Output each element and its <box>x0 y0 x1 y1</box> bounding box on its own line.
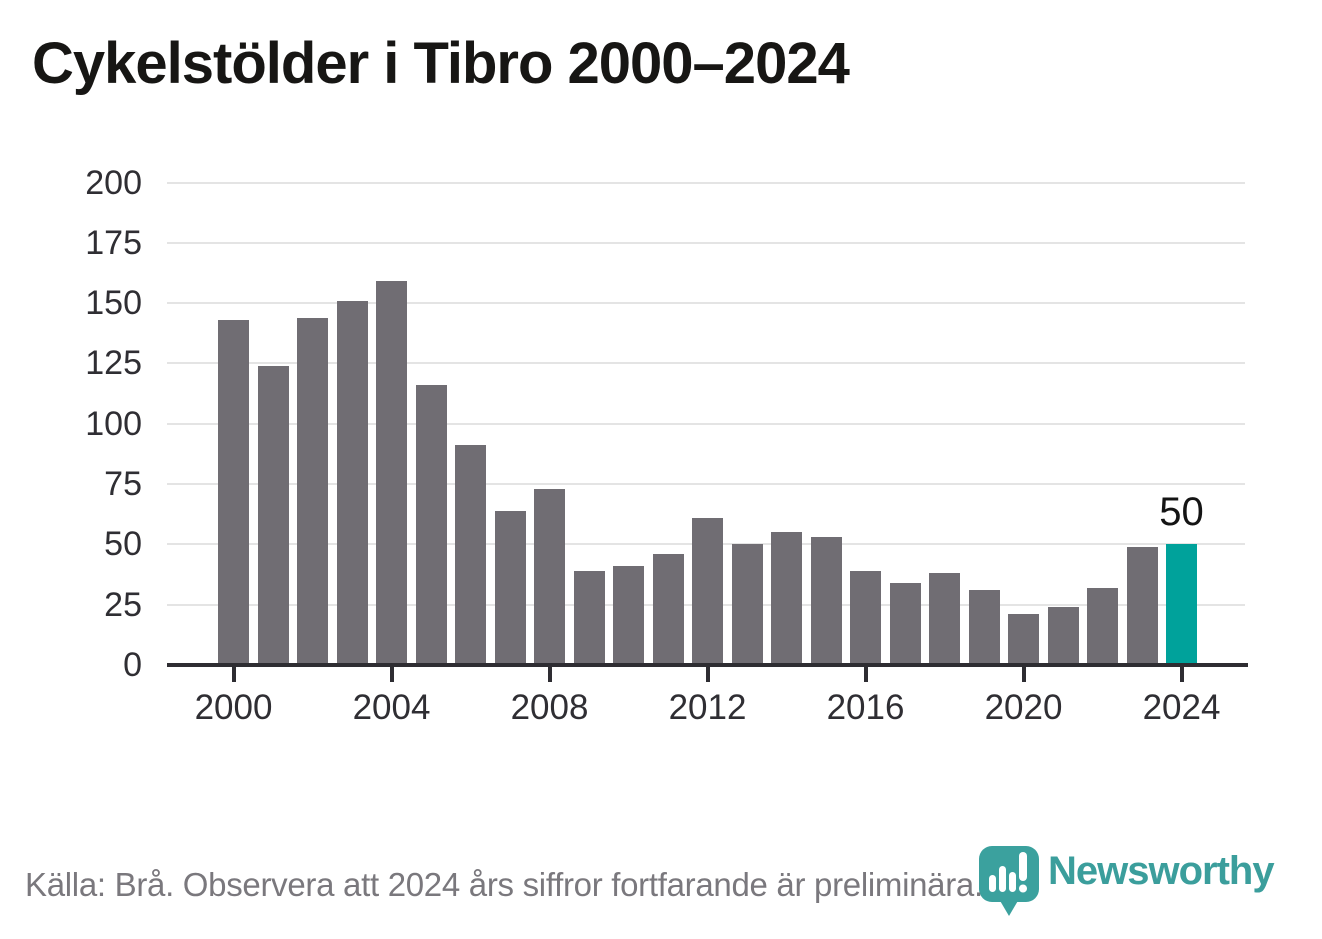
bar-2018 <box>929 573 960 665</box>
bar-2012 <box>692 517 723 665</box>
bar-2002 <box>297 317 328 665</box>
bar-2010 <box>613 566 644 665</box>
x-tick-2008 <box>547 667 552 682</box>
y-gridline-100 <box>167 422 1245 425</box>
bar-2008 <box>534 488 565 665</box>
newsworthy-wordmark: Newsworthy <box>1048 849 1275 893</box>
bar-2013 <box>731 544 763 665</box>
bar-2000 <box>218 320 249 665</box>
bar-2009 <box>573 570 605 665</box>
x-tick-2012 <box>705 667 710 682</box>
x-axis-label-2012: 2012 <box>668 688 747 727</box>
y-axis-label-75: 75 <box>104 465 142 504</box>
y-axis-label-50: 50 <box>104 525 142 564</box>
y-axis-label-125: 125 <box>85 344 142 383</box>
y-axis-label-175: 175 <box>85 223 142 262</box>
x-axis-label-2020: 2020 <box>984 688 1063 727</box>
y-gridline-125 <box>167 362 1245 365</box>
y-gridline-175 <box>167 241 1245 244</box>
x-axis-label-2008: 2008 <box>510 688 589 727</box>
newsworthy-logo-icon <box>978 845 1040 924</box>
y-gridline-150 <box>167 302 1245 305</box>
bar-2003 <box>336 300 368 665</box>
x-axis-label-2000: 2000 <box>194 688 273 727</box>
y-axis-label-100: 100 <box>85 404 142 443</box>
y-axis-label-25: 25 <box>104 585 142 624</box>
chart-title: Cykelstölder i Tibro 2000–2024 <box>32 31 850 96</box>
y-gridline-75 <box>167 483 1245 486</box>
bar-2006 <box>455 445 486 665</box>
bar-2022 <box>1087 587 1118 665</box>
x-tick-2016 <box>863 667 868 682</box>
bar-2024 <box>1166 544 1197 665</box>
bar-value-label: 50 <box>1159 490 1204 535</box>
bar-2016 <box>850 570 881 665</box>
bar-2021 <box>1047 607 1079 665</box>
bar-2020 <box>1008 614 1039 665</box>
y-axis-label-150: 150 <box>85 284 142 323</box>
source-note: Källa: Brå. Observera att 2024 års siffr… <box>25 866 983 903</box>
y-axis-label-0: 0 <box>123 646 142 684</box>
x-axis-label-2024: 2024 <box>1142 688 1221 727</box>
x-axis-label-2004: 2004 <box>352 688 431 727</box>
x-axis-label-2016: 2016 <box>826 688 905 727</box>
bar-2011 <box>652 554 684 665</box>
bar-2019 <box>968 590 1000 665</box>
x-tick-2000 <box>231 667 236 682</box>
bar-2015 <box>810 537 842 665</box>
bar-2004 <box>376 281 407 665</box>
bar-2005 <box>415 385 447 665</box>
bar-2007 <box>494 510 526 665</box>
bar-2017 <box>889 582 921 665</box>
y-gridline-200 <box>167 181 1245 184</box>
x-axis-line <box>167 663 1248 667</box>
x-tick-2004 <box>389 667 394 682</box>
bar-2001 <box>257 365 289 665</box>
y-axis-label-200: 200 <box>85 163 142 202</box>
x-tick-2024 <box>1179 667 1184 682</box>
bar-2023 <box>1126 546 1158 665</box>
bar-2014 <box>771 532 802 665</box>
x-tick-2020 <box>1021 667 1026 682</box>
